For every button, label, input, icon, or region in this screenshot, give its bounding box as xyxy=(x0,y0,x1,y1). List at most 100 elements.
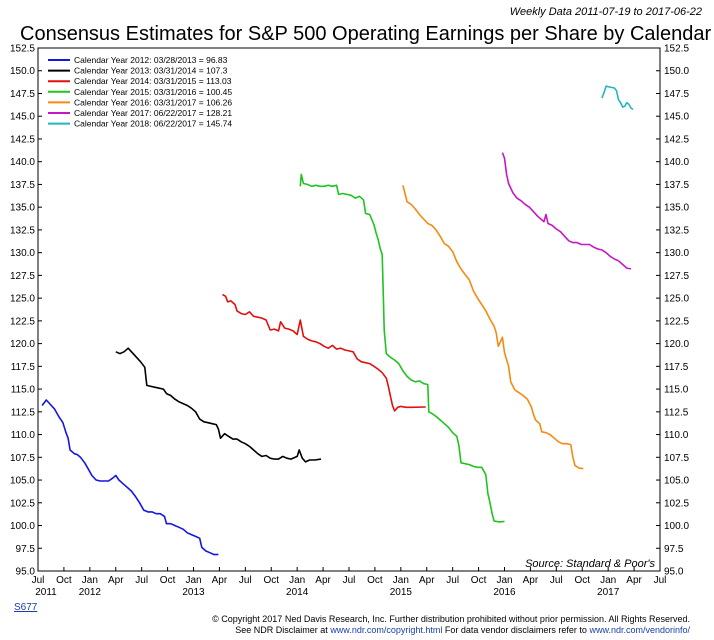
x-year-label: 2016 xyxy=(493,587,516,598)
series-line-6 xyxy=(601,85,634,111)
x-tick-label: Apr xyxy=(212,575,228,586)
x-tick-label: Apr xyxy=(315,575,331,586)
series-line-0 xyxy=(41,399,219,556)
y-tick-label: 137.5 xyxy=(664,180,689,191)
y-tick-label: 117.5 xyxy=(664,362,689,373)
y-tick-label: 132.5 xyxy=(10,225,35,236)
x-tick-label: Jan xyxy=(600,575,616,586)
x-tick-label: Jul xyxy=(343,575,356,586)
legend-label: Calendar Year 2016: 03/31/2017 = 106.26 xyxy=(74,97,232,107)
y-tick-label: 100.0 xyxy=(10,521,35,532)
x-tick-label: Apr xyxy=(626,575,642,586)
y-tick-label: 117.5 xyxy=(11,362,36,373)
x-tick-label: Oct xyxy=(471,575,487,586)
x-tick-label: Apr xyxy=(108,575,124,586)
y-tick-label: 95.0 xyxy=(16,567,36,578)
legend-label: Calendar Year 2015: 03/31/2016 = 100.45 xyxy=(74,87,232,97)
x-tick-label: Jul xyxy=(550,575,563,586)
x-year-label: 2014 xyxy=(286,587,309,598)
y-tick-label: 107.5 xyxy=(10,453,35,464)
series-line-5 xyxy=(501,152,632,270)
x-tick-label: Oct xyxy=(56,575,72,586)
x-year-label: 2015 xyxy=(390,587,413,598)
y-tick-label: 107.5 xyxy=(664,453,689,464)
x-tick-label: Jan xyxy=(496,575,512,586)
y-tick-label: 140.0 xyxy=(664,157,689,168)
y-axis-right: 95.0 97.5 100.0 102.5 105.0 107.5 110.0 112.5 11… xyxy=(656,44,689,578)
y-tick-label: 127.5 xyxy=(10,271,35,282)
x-tick-label: Oct xyxy=(160,575,176,586)
x-tick-label: Jan xyxy=(289,575,305,586)
x-tick-label: Jul xyxy=(32,575,45,586)
copyright-text: © Copyright 2017 Ned Davis Research, Inc… xyxy=(212,614,690,624)
series-line-1 xyxy=(115,347,322,463)
y-tick-label: 97.5 xyxy=(16,544,36,555)
x-tick-label: Apr xyxy=(523,575,539,586)
x-tick-label: Oct xyxy=(367,575,383,586)
y-tick-label: 152.5 xyxy=(664,44,689,55)
y-tick-label: 125.0 xyxy=(10,294,35,305)
y-tick-label: 97.5 xyxy=(664,544,684,555)
x-tick-label: Jul xyxy=(446,575,459,586)
y-tick-label: 137.5 xyxy=(10,180,35,191)
series-line-3 xyxy=(299,173,505,523)
y-tick-label: 102.5 xyxy=(10,498,35,509)
x-axis: Jul Oct Jan Apr Jul Oct Jan Apr Jul Oct Jan Apr Jul O… xyxy=(32,567,667,598)
y-axis-left: 95.0 97.5 100.0 102.5 105.0 107.5 110.0 112.5 11… xyxy=(10,44,42,578)
y-tick-label: 125.0 xyxy=(664,294,689,305)
y-tick-label: 120.0 xyxy=(664,339,689,350)
y-tick-label: 95.0 xyxy=(664,567,684,578)
legend: Calendar Year 2012: 03/28/2013 = 96.83Ca… xyxy=(48,55,232,129)
y-tick-label: 130.0 xyxy=(664,248,689,259)
x-year-label: 2012 xyxy=(79,587,102,598)
x-year-label: 2013 xyxy=(182,587,205,598)
x-tick-label: Jul xyxy=(239,575,252,586)
weekly-data-note: Weekly Data 2011-07-19 to 2017-06-22 xyxy=(509,6,702,18)
disclaimer-link[interactable]: www.ndr.com/copyright.html xyxy=(330,625,443,635)
legend-label: Calendar Year 2018: 06/22/2017 = 145.74 xyxy=(74,119,232,129)
series-lines xyxy=(41,85,634,556)
y-tick-label: 135.0 xyxy=(664,203,689,214)
legend-label: Calendar Year 2013: 03/31/2014 = 107.3 xyxy=(74,66,228,76)
y-tick-label: 150.0 xyxy=(664,66,689,77)
x-tick-label: Oct xyxy=(263,575,279,586)
vendor-link[interactable]: www.ndr.com/vendorinfo/ xyxy=(589,625,690,635)
series-line-4 xyxy=(402,185,584,470)
y-tick-label: 145.0 xyxy=(664,112,689,123)
x-tick-label: Jul xyxy=(135,575,148,586)
y-tick-label: 100.0 xyxy=(664,521,689,532)
y-tick-label: 142.5 xyxy=(10,134,35,145)
x-tick-label: Jul xyxy=(654,575,667,586)
y-tick-label: 130.0 xyxy=(10,248,35,259)
x-tick-label: Jan xyxy=(393,575,409,586)
y-tick-label: 122.5 xyxy=(664,316,689,327)
chart-title: Consensus Estimates for S&P 500 Operatin… xyxy=(20,23,714,45)
y-tick-label: 112.5 xyxy=(664,407,689,418)
y-tick-label: 122.5 xyxy=(10,316,35,327)
y-tick-label: 145.0 xyxy=(10,112,35,123)
legend-label: Calendar Year 2012: 03/28/2013 = 96.83 xyxy=(74,55,228,65)
y-tick-label: 135.0 xyxy=(10,203,35,214)
source-note: Source: Standard & Poor's xyxy=(525,558,655,570)
x-tick-label: Apr xyxy=(419,575,435,586)
chart-id-link[interactable]: S677 xyxy=(14,602,38,613)
y-tick-label: 110.0 xyxy=(11,430,36,441)
x-tick-label: Oct xyxy=(574,575,590,586)
earnings-chart: Consensus Estimates for S&P 500 Operatin… xyxy=(10,23,714,598)
y-tick-label: 102.5 xyxy=(664,498,689,509)
y-tick-label: 112.5 xyxy=(11,407,36,418)
vendor-prefix: For data vendor disclaimers refer to xyxy=(444,625,587,635)
y-tick-label: 105.0 xyxy=(664,476,689,487)
x-tick-label: Jan xyxy=(82,575,98,586)
disclaimer-prefix: See NDR Disclaimer at xyxy=(235,625,328,635)
y-tick-label: 142.5 xyxy=(664,134,689,145)
y-tick-label: 115.0 xyxy=(664,385,689,396)
y-tick-label: 132.5 xyxy=(664,225,689,236)
series-line-2 xyxy=(222,293,426,412)
y-tick-label: 120.0 xyxy=(10,339,35,350)
y-tick-label: 140.0 xyxy=(10,157,35,168)
y-tick-label: 115.0 xyxy=(11,385,36,396)
y-tick-label: 105.0 xyxy=(10,476,35,487)
disclaimer-line: See NDR Disclaimer at www.ndr.com/copyri… xyxy=(212,625,690,636)
y-tick-label: 152.5 xyxy=(10,44,35,55)
